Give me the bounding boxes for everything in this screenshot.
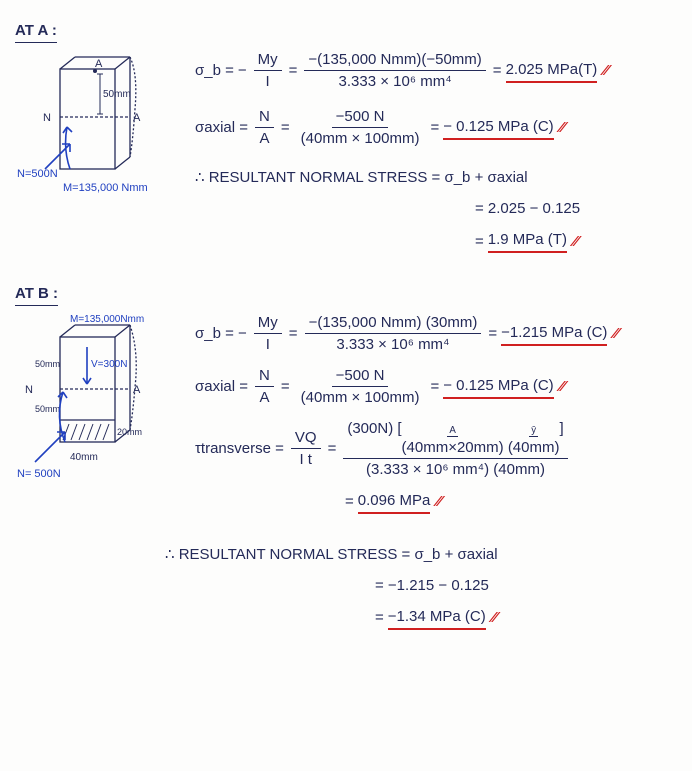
resultant-b-line2: = −1.215 − 0.125	[165, 575, 677, 596]
tick-icon: ⁄⁄	[603, 60, 608, 81]
diagB-Nlab: N	[25, 384, 33, 396]
diagram-b: M=135,000Nmm V=300N 50mm 50mm N A 20mm 4…	[15, 312, 175, 502]
section-b-title: AT B :	[15, 283, 58, 306]
resultant-a-line3: = 1.9 MPa (T) ⁄⁄	[195, 229, 677, 253]
diagB-40: 40mm	[70, 452, 98, 463]
eq-sigmab-b: σ_b = − My I = −(135,000 Nmm) (30mm) 3.3…	[195, 312, 677, 355]
tick-icon: ⁄⁄	[560, 376, 565, 397]
diagB-M: M=135,000Nmm	[70, 314, 144, 325]
resultant-a-line2: = 2.025 − 0.125	[195, 198, 677, 219]
eq-sigmaax-a: σaxial = N A = −500 N (40mm × 100mm) = −…	[195, 106, 677, 149]
diagB-50a: 50mm	[35, 359, 60, 369]
diagB-Nval: N= 500N	[17, 468, 61, 480]
sigmab-lhs: σ_b =	[195, 60, 234, 81]
tick-icon: ⁄⁄	[560, 117, 565, 138]
diagA-Aright: A	[133, 112, 141, 124]
resultant-a-line1: ∴ RESULTANT NORMAL STRESS = σ_b + σaxial	[195, 167, 677, 188]
sigmab-b-result: −1.215 MPa (C)	[501, 322, 607, 346]
diagA-Mval: M=135,000 Nmm	[63, 182, 148, 194]
diagA-Nval: N=500N	[17, 168, 58, 180]
tick-icon: ⁄⁄	[573, 231, 578, 252]
diagB-A: A	[133, 384, 141, 396]
diagram-a: A 50mm N A N=500N M=135,000 Nmm	[15, 49, 175, 219]
eq-sigmaax-b: σaxial = N A = −500 N (40mm × 100mm) = −…	[195, 365, 677, 408]
eq-sigmab-a: σ_b = − My I = −(135,000 Nmm)(−50mm) 3.3…	[195, 49, 677, 92]
equations-a: σ_b = − My I = −(135,000 Nmm)(−50mm) 3.3…	[195, 49, 677, 263]
section-a-title: AT A :	[15, 20, 57, 43]
sigmaax-b-result: − 0.125 MPa (C)	[443, 375, 553, 399]
tick-icon: ⁄⁄	[492, 607, 497, 628]
tick-icon: ⁄⁄	[436, 491, 441, 512]
section-a: AT A : A 50mm N A	[15, 20, 677, 263]
sigmab-a-result: 2.025 MPa(T)	[506, 59, 598, 83]
tick-icon: ⁄⁄	[613, 323, 618, 344]
diagB-50b: 50mm	[35, 404, 60, 414]
resultant-b: ∴ RESULTANT NORMAL STRESS = σ_b + σaxial…	[15, 544, 677, 630]
sigmaax-a-result: − 0.125 MPa (C)	[443, 116, 553, 140]
eq-tau-b: τtransverse = VQ I t = (300N) [A(40mm×20…	[195, 418, 677, 480]
resultant-b-line3: = −1.34 MPa (C) ⁄⁄	[165, 606, 677, 630]
resultant-b-line1: ∴ RESULTANT NORMAL STRESS = σ_b + σaxial	[165, 544, 677, 565]
equations-b: σ_b = − My I = −(135,000 Nmm) (30mm) 3.3…	[195, 312, 677, 524]
diagB-20: 20mm	[117, 427, 142, 437]
diagA-50: 50mm	[103, 89, 131, 100]
eq-tau-b-result: = 0.096 MPa ⁄⁄	[195, 490, 677, 514]
diagA-A: A	[95, 58, 103, 70]
diagA-Nlab: N	[43, 112, 51, 124]
section-b: AT B : M=	[15, 283, 677, 630]
diagB-V: V=300N	[91, 359, 127, 370]
